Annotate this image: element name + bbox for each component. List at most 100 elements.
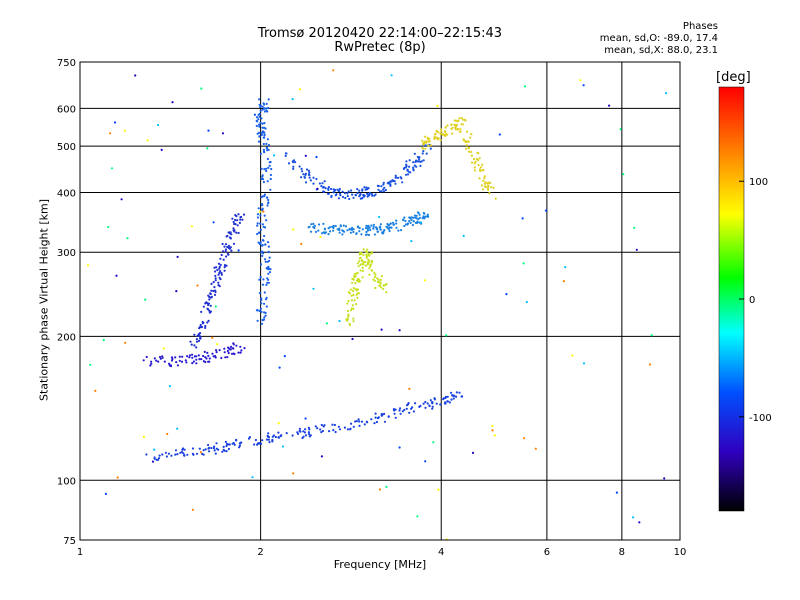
data-point [226,356,229,359]
data-point [337,197,340,200]
data-point [204,302,207,305]
noise-point [632,516,635,519]
data-point [317,229,320,232]
data-point [402,218,405,221]
data-point [408,219,411,223]
data-point [302,435,305,438]
data-point [356,296,359,299]
data-point [341,190,344,193]
data-point [366,227,370,230]
data-point [261,174,264,177]
noise-point [564,266,567,269]
data-point [265,169,268,173]
data-point [213,445,216,448]
y-tick-label: 200 [57,332,76,343]
data-point [265,107,268,110]
data-point [361,269,364,272]
data-point [257,231,260,234]
data-point [229,345,233,348]
data-point [261,244,264,247]
data-point [492,186,495,189]
data-point [229,348,232,351]
data-point [256,132,259,135]
data-point [225,450,228,453]
data-point [183,454,186,457]
noise-point [134,74,137,77]
noise-point [166,432,169,436]
data-point [218,276,221,279]
data-point [450,123,453,126]
data-point [327,186,330,189]
data-point [424,135,427,138]
data-point [366,261,369,264]
data-point [197,334,200,337]
data-point [233,352,236,356]
data-point [399,412,402,415]
data-point [388,229,391,233]
data-point [408,216,411,219]
data-point [212,281,215,284]
data-point [265,167,268,170]
data-point [367,252,370,255]
data-point [256,319,259,322]
data-point [350,299,354,302]
data-point [363,186,366,189]
data-point [383,186,386,189]
noise-point [544,209,548,212]
data-point [223,269,226,272]
noise-point [144,298,147,301]
noise-point [398,446,401,449]
colorbar-tick-label: 100 [749,177,768,188]
data-point [186,453,189,456]
data-point [150,362,153,365]
data-point [385,282,388,286]
data-point [364,227,368,230]
data-point [379,190,382,193]
data-point [261,439,264,442]
noise-point [398,329,401,332]
data-point [206,321,209,324]
data-point [370,224,373,227]
data-point [370,269,373,272]
data-point [191,356,194,359]
data-point [465,144,468,147]
data-point [344,225,348,228]
data-point [320,431,323,434]
y-tick-label: 300 [57,248,76,259]
data-point [488,181,492,184]
data-point [264,243,267,246]
data-point [209,304,212,307]
noise-point [315,155,318,159]
data-point [352,307,355,310]
data-point [220,253,223,257]
data-point [207,443,210,447]
data-point [263,107,266,110]
noise-point [171,101,174,104]
data-point [266,241,270,244]
data-point [202,449,205,452]
x-tick-label: 8 [619,547,625,558]
data-point [460,116,463,120]
noise-point [157,123,160,127]
data-point [483,175,486,178]
data-point [347,313,350,317]
data-point [440,130,443,133]
data-point [465,140,468,143]
data-point [210,295,213,298]
data-point [170,359,174,362]
data-point [364,233,368,236]
data-point [347,291,350,294]
data-point [261,223,264,226]
data-point [362,253,365,256]
data-point [474,160,477,163]
data-point [381,413,384,416]
noise-point [175,290,178,293]
data-point [347,190,350,193]
data-point [429,399,432,402]
data-point [259,307,262,310]
data-point [418,216,421,219]
data-point [223,347,226,350]
noise-point [94,389,97,392]
data-point [208,360,211,363]
data-point [260,117,263,120]
